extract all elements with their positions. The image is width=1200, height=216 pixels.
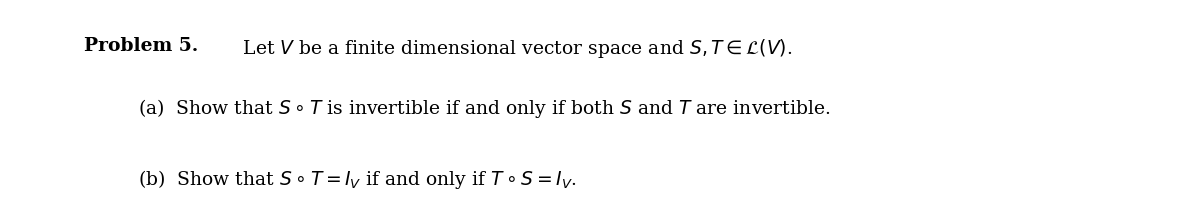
Text: Problem 5.: Problem 5.: [84, 37, 198, 55]
Text: (a)  Show that $S \circ T$ is invertible if and only if both $S$ and $T$ are inv: (a) Show that $S \circ T$ is invertible …: [138, 97, 830, 120]
Text: Let $V$ be a finite dimensional vector space and $S, T \in \mathcal{L}(V)$.: Let $V$ be a finite dimensional vector s…: [232, 37, 793, 60]
Text: (b)  Show that $S \circ T = I_V$ if and only if $T \circ S = I_V$.: (b) Show that $S \circ T = I_V$ if and o…: [138, 168, 577, 191]
